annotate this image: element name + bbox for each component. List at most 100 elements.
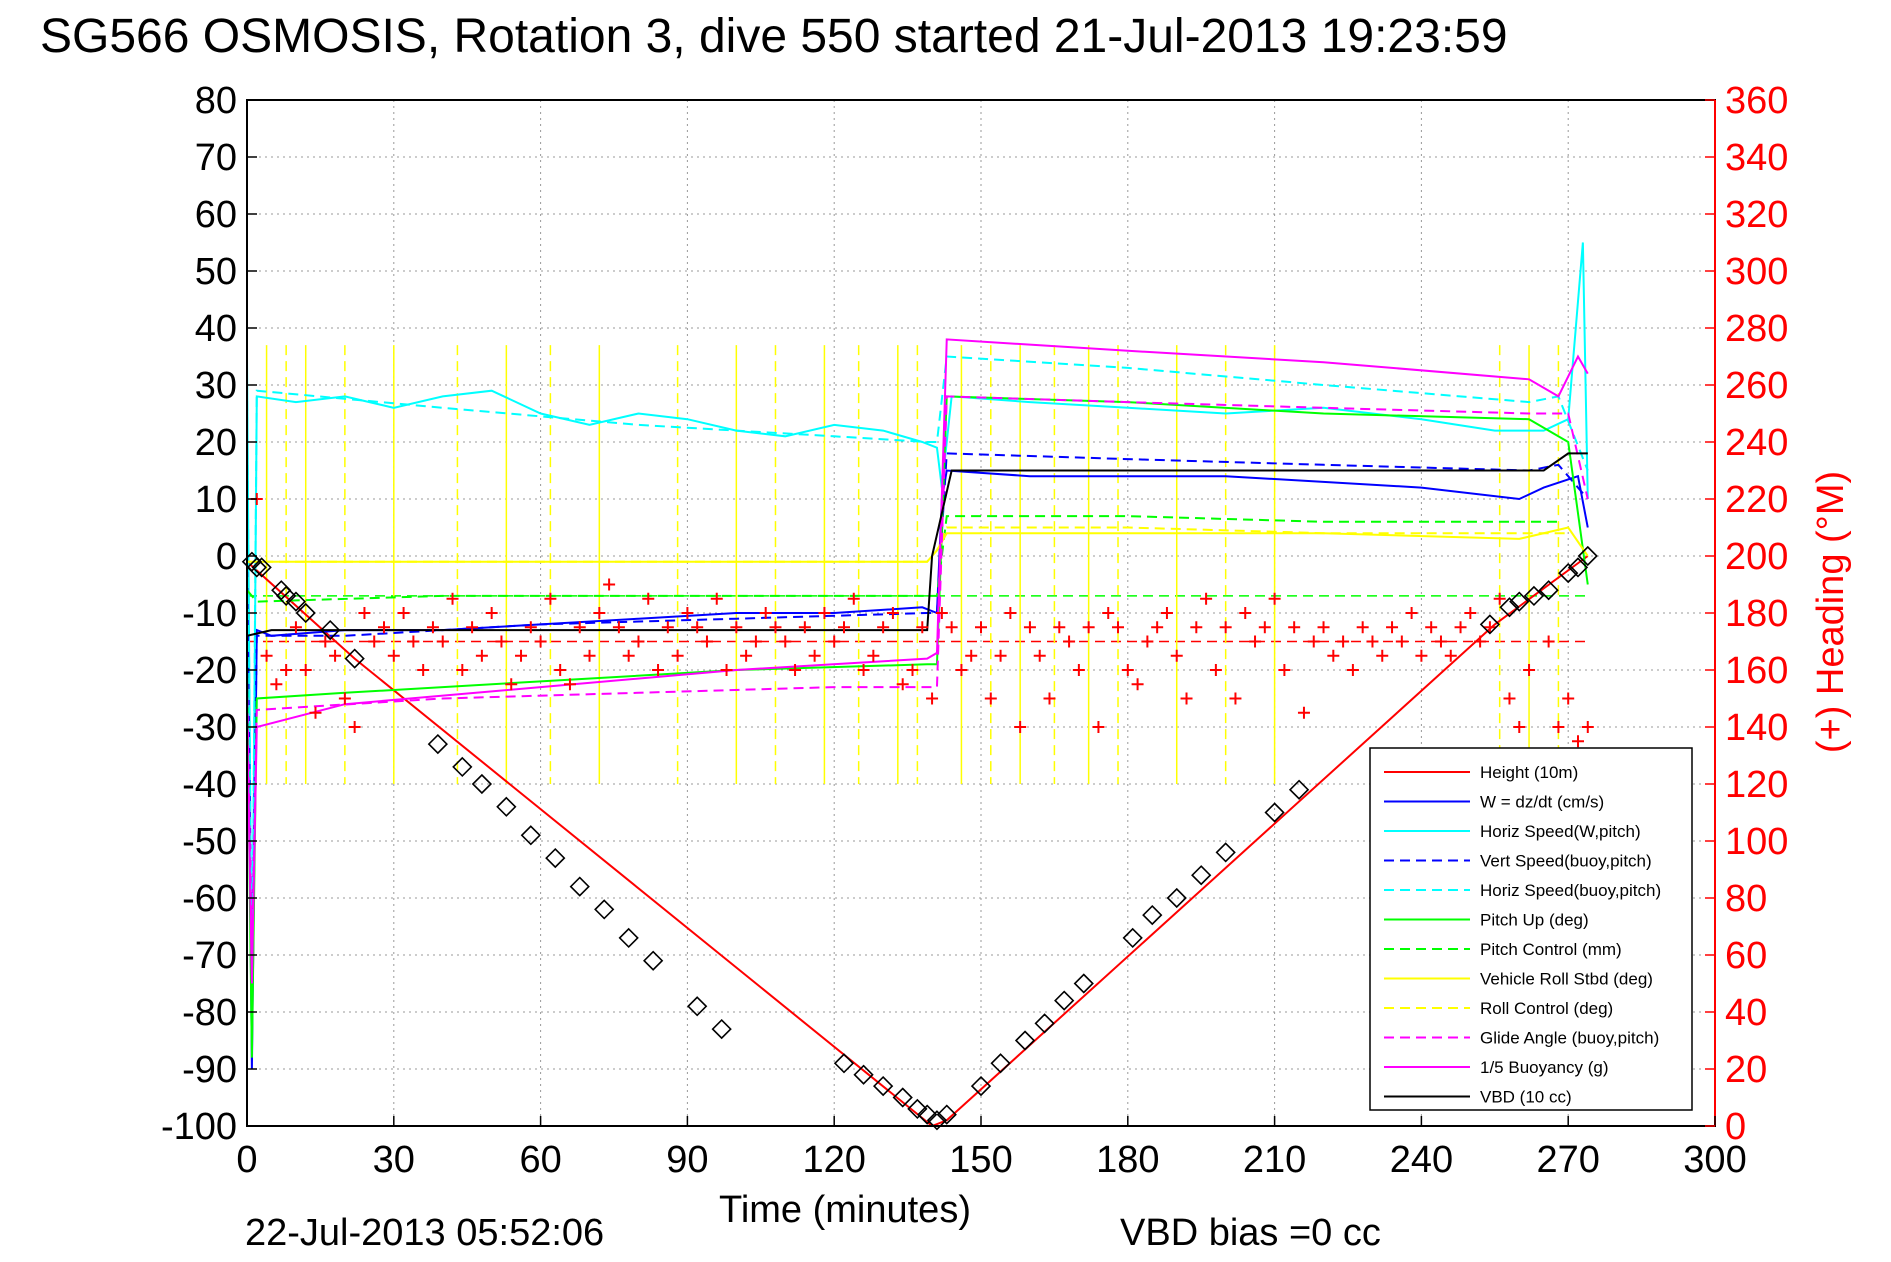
right-y-tick-label: 340 — [1725, 137, 1788, 179]
heading-point — [563, 678, 576, 691]
x-tick-label: 60 — [519, 1139, 561, 1181]
heading-point — [759, 607, 772, 619]
heading-point — [984, 692, 997, 705]
heading-point — [319, 635, 332, 648]
heading-point — [808, 649, 821, 662]
heading-point — [573, 621, 586, 634]
heading-point — [837, 621, 850, 634]
height-diamond-point — [970, 1075, 992, 1097]
x-tick-labels: 0 30 60 90 120 150 180 210 240 270 300 — [236, 1116, 1747, 1181]
legend-box — [1369, 747, 1693, 1111]
y-tick-label: -90 — [182, 1049, 237, 1091]
height-diamond-point — [569, 876, 590, 897]
heading-point — [1219, 621, 1232, 634]
y-tick-label: -10 — [182, 593, 237, 635]
heading-point — [779, 635, 792, 648]
series-line — [246, 452, 1588, 637]
height-diamond-point — [990, 1053, 1011, 1074]
heading-point — [720, 664, 733, 676]
x-tick-label: 270 — [1536, 1139, 1599, 1181]
heading-point — [955, 664, 968, 676]
heading-point — [1454, 621, 1467, 634]
x-tick-label: 0 — [236, 1139, 257, 1181]
right-y-tick-label: 300 — [1725, 251, 1788, 293]
height-diamond-point — [618, 927, 639, 949]
heading-point — [1523, 664, 1536, 676]
height-diamond-point — [1479, 614, 1501, 635]
height-diamond-point — [594, 899, 615, 920]
height-diamond-point — [1073, 973, 1094, 994]
heading-point — [1337, 635, 1350, 648]
heading-point — [1493, 592, 1506, 605]
heading-point — [1121, 664, 1134, 676]
heading-point — [1444, 649, 1457, 662]
x-tick-label: 210 — [1243, 1139, 1306, 1181]
heading-point — [1131, 678, 1144, 691]
y-tick-label: -100 — [161, 1106, 237, 1148]
height-diamond-point — [295, 602, 316, 624]
x-tick-label: 300 — [1683, 1139, 1746, 1181]
height-diamond-point — [687, 996, 708, 1017]
right-y-tick-label: 280 — [1725, 308, 1788, 350]
heading-point — [260, 649, 273, 662]
heading-point — [524, 621, 537, 634]
heading-point — [1053, 621, 1066, 634]
heading-point — [554, 664, 567, 676]
y-tick-label: 10 — [195, 479, 237, 521]
heading-point — [700, 635, 713, 648]
heading-point — [622, 649, 635, 662]
heading-point — [857, 664, 870, 676]
heading-point — [299, 664, 312, 676]
height-diamond-point — [452, 756, 473, 778]
height-diamond-point — [1215, 842, 1236, 863]
height-diamond-point — [936, 1104, 957, 1125]
heading-point — [1327, 649, 1340, 662]
legend-label: VBD (10 cc) — [1480, 1088, 1572, 1107]
heading-point — [681, 607, 694, 619]
right-y-tick-label: 200 — [1725, 536, 1788, 578]
heading-point — [495, 635, 508, 648]
heading-point — [436, 635, 449, 648]
heading-point — [975, 621, 987, 634]
height-diamond-point — [545, 847, 566, 869]
footer-date: 22-Jul-2013 05:52:06 — [245, 1212, 604, 1254]
grid-lines — [247, 100, 1715, 1126]
heading-point — [1562, 692, 1575, 705]
heading-point — [1386, 621, 1399, 634]
right-y-tick-labels: 3603403203002802602402202001801601401201… — [1705, 80, 1788, 1148]
heading-point — [740, 649, 753, 662]
y-tick-label: 50 — [195, 251, 237, 293]
legend-label: W = dz/dt (cm/s) — [1480, 793, 1604, 812]
legend-label: Roll Control (deg) — [1480, 999, 1613, 1018]
heading-point — [818, 607, 831, 619]
heading-point — [348, 721, 361, 733]
y-tick-label: 20 — [195, 422, 237, 464]
series-layer — [246, 242, 1589, 1128]
heading-point — [1170, 649, 1183, 662]
heading-point — [309, 706, 322, 719]
heading-point — [691, 621, 704, 634]
right-y-tick-label: 100 — [1725, 821, 1788, 863]
heading-point — [965, 649, 978, 662]
x-tick-label: 30 — [373, 1139, 415, 1181]
heading-point — [1415, 649, 1428, 662]
right-axis-label: (+) Heading (°M) — [1810, 471, 1852, 753]
y-tick-label: -30 — [182, 707, 237, 749]
heading-point — [515, 649, 528, 662]
heading-point — [652, 664, 665, 676]
right-y-tick-label: 80 — [1725, 878, 1767, 920]
heading-point — [387, 649, 400, 662]
heading-point — [1063, 635, 1076, 648]
heading-point — [1464, 607, 1477, 619]
y-tick-label: 60 — [195, 194, 237, 236]
heading-point — [896, 678, 909, 691]
heading-point — [1366, 635, 1379, 648]
heading-point — [1112, 621, 1125, 634]
heading-point — [661, 621, 674, 634]
height-diamond-point — [926, 1110, 948, 1131]
legend-label: Glide Angle (buoy,pitch) — [1480, 1029, 1659, 1048]
heading-point — [1141, 635, 1154, 648]
legend: Height (10m) W = dz/dt (cm/s) Horiz Speed(… — [1369, 747, 1693, 1111]
right-y-tick-label: 220 — [1725, 479, 1788, 521]
height-diamond-point — [1122, 927, 1143, 949]
